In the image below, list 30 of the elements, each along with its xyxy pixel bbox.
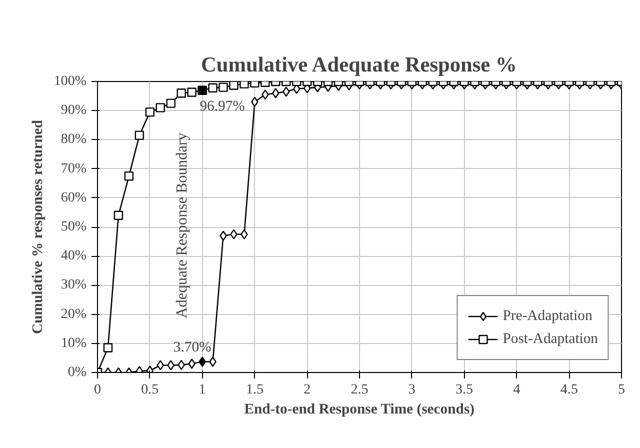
x-tick-label: 2 bbox=[304, 382, 311, 398]
annotation: Adequate Response Boundary bbox=[174, 132, 190, 318]
y-tick-label: 50% bbox=[60, 220, 87, 234]
x-tick-label: 0.5 bbox=[141, 382, 159, 398]
x-tick-label: 1.5 bbox=[246, 382, 264, 398]
y-axis-title: Cumulative % responses returned bbox=[30, 120, 46, 334]
x-tick-label: 1 bbox=[198, 382, 206, 398]
y-tick-label: 70% bbox=[60, 161, 87, 176]
y-tick-label: 60% bbox=[60, 190, 87, 206]
y-tick-label: 20% bbox=[60, 306, 87, 322]
y-tick-label: 100% bbox=[54, 74, 87, 89]
x-tick-label: 4.5 bbox=[560, 382, 578, 398]
annotation: 96.97% bbox=[200, 98, 245, 114]
y-tick-label: 30% bbox=[60, 278, 87, 293]
annotation: 3.70% bbox=[173, 340, 212, 356]
x-tick-label: 5 bbox=[618, 382, 625, 398]
y-tick-label: 90% bbox=[60, 103, 87, 118]
chart-title: Cumulative Adequate Response % bbox=[201, 52, 517, 76]
y-tick-label: 40% bbox=[60, 248, 87, 264]
x-tick-label: 0 bbox=[94, 382, 101, 398]
x-tick-label: 3 bbox=[408, 382, 416, 398]
y-tick-label: 10% bbox=[60, 336, 87, 351]
x-axis-title: End-to-end Response Time (seconds) bbox=[244, 402, 475, 418]
y-tick-label: 0% bbox=[68, 365, 87, 380]
x-tick-label: 2.5 bbox=[350, 382, 368, 398]
x-tick-label: 4 bbox=[513, 382, 520, 398]
x-tick-label: 3.5 bbox=[456, 382, 474, 398]
legend-label: Post-Adaptation bbox=[502, 330, 598, 348]
y-tick-label: 80% bbox=[60, 132, 87, 148]
legend-label: Pre-Adaptation bbox=[502, 308, 592, 324]
